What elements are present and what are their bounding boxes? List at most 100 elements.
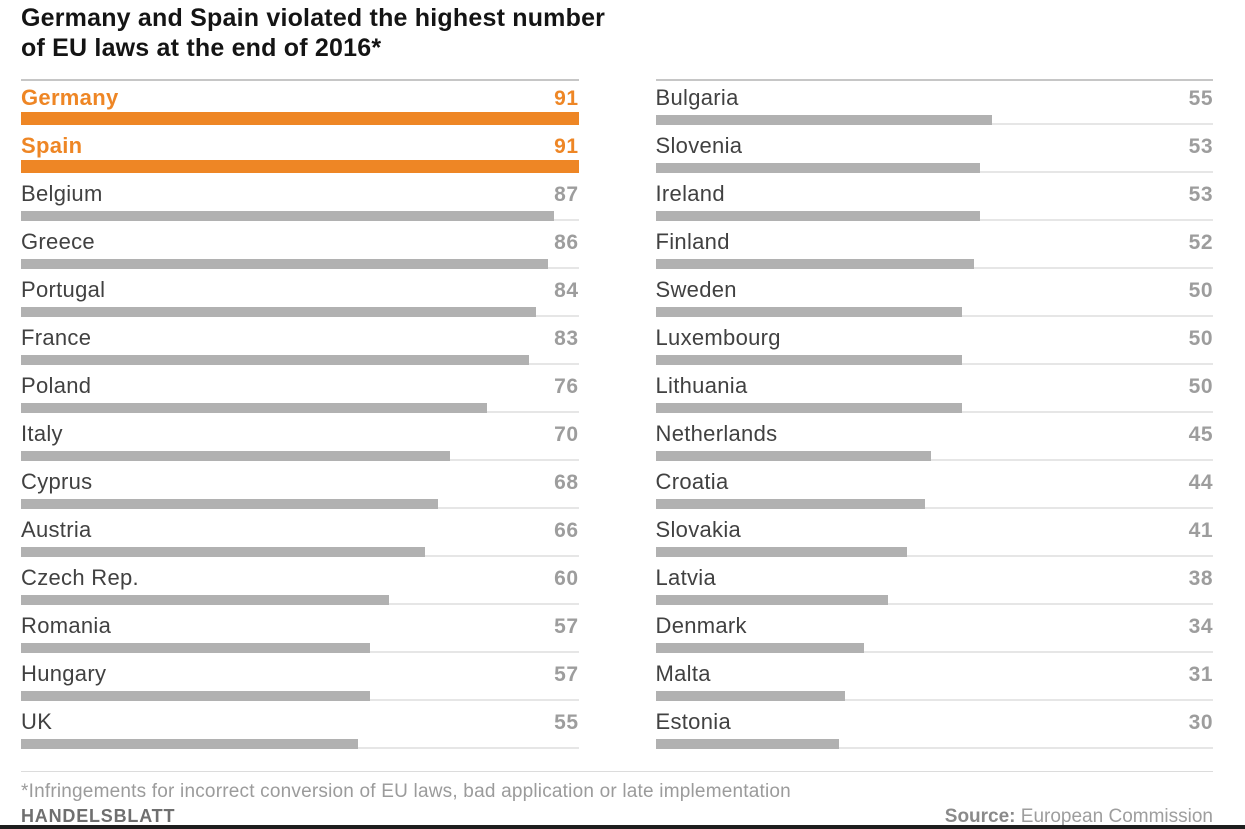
value-bar [21, 499, 438, 509]
country-value: 50 [1188, 327, 1213, 350]
bar-track [655, 688, 1214, 701]
country-label: Spain [21, 133, 83, 158]
country-label: Cyprus [21, 469, 93, 494]
country-row: Latvia 38 [655, 561, 1214, 609]
country-value: 57 [554, 663, 579, 686]
row-header: Greece 86 [21, 225, 579, 255]
country-label: Belgium [21, 181, 103, 206]
bar-column-left: Germany 91 Spain 91 Belgium 87 Greece 86 Portuga… [21, 79, 579, 753]
country-row: Ireland 53 [655, 177, 1214, 225]
country-label: Austria [21, 517, 92, 542]
bar-column-right: Bulgaria 55 Slovenia 53 Ireland 53 Finland 52 Sw… [655, 79, 1214, 753]
bar-track [21, 112, 579, 125]
country-label: Luxembourg [655, 325, 781, 350]
row-header: Lithuania 50 [656, 369, 1214, 399]
row-header: Malta 31 [656, 657, 1214, 687]
bar-track [655, 592, 1214, 605]
row-header: France 83 [21, 321, 579, 351]
row-header: Croatia 44 [656, 465, 1214, 495]
bar-track [21, 640, 579, 653]
country-label: Croatia [655, 469, 729, 494]
country-label: Malta [655, 661, 711, 686]
row-header: Sweden 50 [656, 273, 1214, 303]
country-label: Hungary [21, 661, 107, 686]
value-bar [655, 739, 840, 749]
row-header: Netherlands 45 [656, 417, 1214, 447]
country-value: 55 [554, 711, 579, 734]
bar-track [21, 736, 579, 749]
country-label: Ireland [655, 181, 725, 206]
country-value: 68 [554, 471, 579, 494]
country-value: 30 [1188, 711, 1213, 734]
bar-chart: Germany 91 Spain 91 Belgium 87 Greece 86 Portuga… [21, 79, 1213, 753]
value-bar [655, 499, 926, 509]
value-bar [21, 355, 530, 365]
country-label: Portugal [21, 277, 106, 302]
row-header: Romania 57 [21, 609, 579, 639]
row-header: Estonia 30 [656, 705, 1214, 735]
value-bar [21, 643, 371, 653]
country-row: Poland 76 [21, 369, 579, 417]
country-row: Slovakia 41 [655, 513, 1214, 561]
row-header: Italy 70 [21, 417, 579, 447]
country-row: Czech Rep. 60 [21, 561, 579, 609]
value-bar [655, 643, 864, 653]
attribution-row: HANDELSBLATT Source: European Commission [21, 806, 1213, 828]
value-bar [655, 211, 981, 221]
country-row: Austria 66 [21, 513, 579, 561]
bar-track [21, 448, 579, 461]
value-bar [21, 211, 554, 221]
country-value: 60 [554, 567, 579, 590]
country-label: France [21, 325, 92, 350]
country-label: Latvia [655, 565, 717, 590]
country-row: Spain 91 [21, 129, 579, 177]
country-value: 38 [1188, 567, 1213, 590]
country-value: 70 [554, 423, 579, 446]
value-bar [21, 691, 371, 701]
bar-track [655, 256, 1214, 269]
value-bar [655, 451, 932, 461]
bar-track [21, 496, 579, 509]
bar-track [655, 160, 1214, 173]
country-value: 91 [554, 87, 579, 110]
row-header: Ireland 53 [656, 177, 1214, 207]
bottom-border [0, 825, 1245, 829]
chart-footer: *Infringements for incorrect conversion … [21, 771, 1213, 828]
row-header: Spain 91 [21, 129, 579, 159]
country-value: 86 [554, 231, 579, 254]
bar-track [655, 352, 1214, 365]
chart-title-line2: of EU laws at the end of 2016* [21, 34, 382, 62]
bar-track [655, 640, 1214, 653]
country-value: 44 [1188, 471, 1213, 494]
bar-track [655, 496, 1214, 509]
row-header: Hungary 57 [21, 657, 579, 687]
bar-track [21, 256, 579, 269]
country-label: Estonia [655, 709, 731, 734]
country-value: 84 [554, 279, 579, 302]
country-row: Finland 52 [655, 225, 1214, 273]
country-value: 50 [1188, 279, 1213, 302]
bar-track [655, 112, 1214, 125]
row-header: Belgium 87 [21, 177, 579, 207]
bar-track [21, 400, 579, 413]
country-label: Finland [655, 229, 730, 254]
country-label: Sweden [655, 277, 737, 302]
country-value: 31 [1188, 663, 1213, 686]
country-label: Netherlands [655, 421, 778, 446]
country-value: 76 [554, 375, 579, 398]
country-value: 52 [1188, 231, 1213, 254]
source-label: Source: [944, 806, 1016, 827]
value-bar [21, 259, 548, 269]
country-value: 45 [1188, 423, 1213, 446]
source-credit: Source: European Commission [945, 806, 1213, 828]
country-row: Netherlands 45 [655, 417, 1214, 465]
country-value: 91 [554, 135, 579, 158]
bar-track [655, 448, 1214, 461]
row-header: Portugal 84 [21, 273, 579, 303]
row-header: Cyprus 68 [21, 465, 579, 495]
country-row: Malta 31 [655, 657, 1214, 705]
value-bar [21, 451, 450, 461]
row-header: UK 55 [21, 705, 579, 735]
country-label: Germany [21, 85, 119, 110]
bar-track [21, 592, 579, 605]
